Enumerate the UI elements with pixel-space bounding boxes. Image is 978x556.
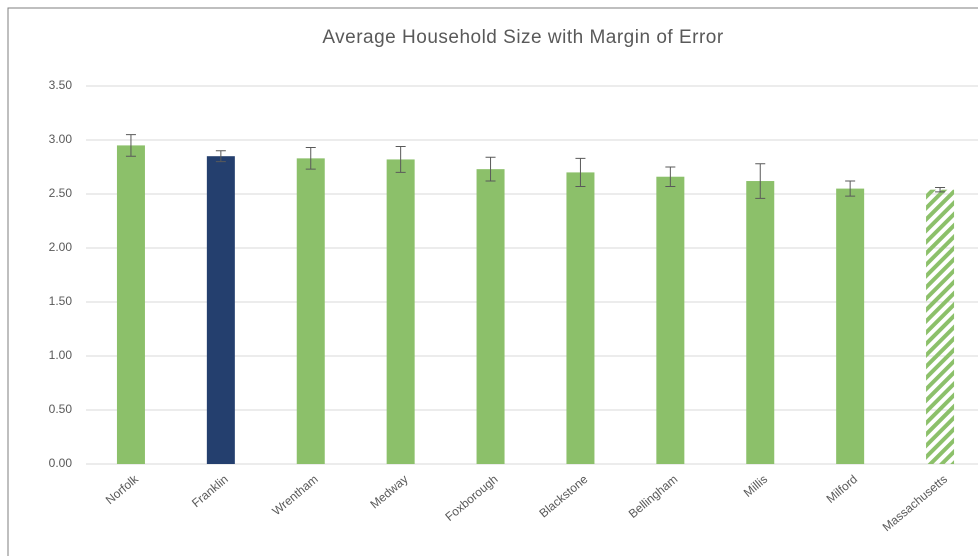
y-tick-label: 3.50 [49, 78, 73, 92]
bar [116, 145, 145, 464]
chart-title: Average Household Size with Margin of Er… [322, 27, 724, 48]
error-bar [575, 157, 586, 187]
bar [656, 176, 685, 464]
y-tick-label: 2.00 [49, 240, 73, 254]
bar [476, 169, 505, 464]
y-tick-label: 1.50 [49, 294, 73, 308]
y-tick-label: 0.00 [49, 456, 73, 470]
error-bar [215, 150, 226, 163]
error-bar [305, 147, 316, 170]
bar [296, 158, 325, 465]
error-bar [485, 156, 496, 182]
bar [566, 172, 595, 464]
error-bar [935, 187, 946, 193]
error-bar [755, 163, 766, 199]
error-bar [395, 145, 406, 173]
error-bar [845, 180, 856, 197]
error-bar [125, 134, 136, 157]
y-tick-label: 1.00 [49, 348, 73, 362]
error-bar [665, 166, 676, 187]
bar [206, 156, 235, 464]
bar [746, 181, 775, 465]
bar [386, 159, 415, 464]
bar [836, 188, 865, 464]
bar [926, 189, 955, 464]
y-tick-label: 2.50 [49, 186, 73, 200]
y-tick-label: 3.00 [49, 132, 73, 146]
y-tick-label: 0.50 [49, 402, 73, 416]
